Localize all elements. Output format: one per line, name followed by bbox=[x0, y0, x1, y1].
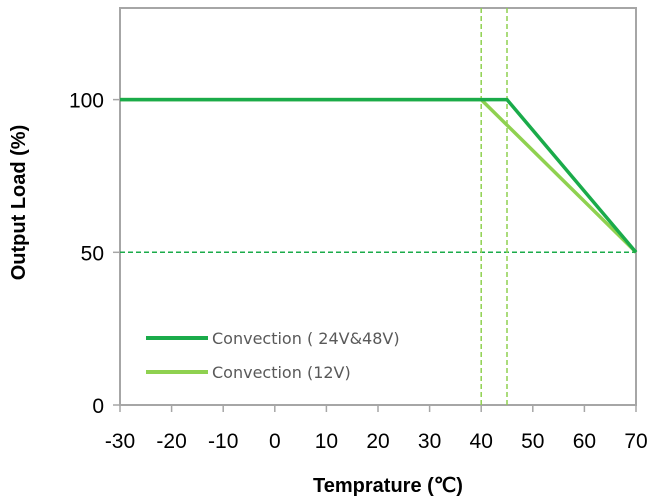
y-tick-label: 0 bbox=[92, 395, 104, 418]
x-axis-title: Temprature (℃) bbox=[313, 475, 463, 497]
legend: Convection ( 24V&48V) Convection (12V) bbox=[146, 329, 400, 382]
x-tick-label: 40 bbox=[470, 430, 493, 453]
x-tick-label: 30 bbox=[418, 430, 441, 453]
series-line-2 bbox=[120, 97, 638, 254]
series-line-1 bbox=[120, 97, 638, 254]
legend-label-2: Convection (12V) bbox=[212, 363, 351, 382]
x-tick-label: 10 bbox=[315, 430, 338, 453]
x-tick-label: -10 bbox=[208, 430, 238, 453]
series-layer bbox=[120, 97, 638, 254]
x-tick-label: 60 bbox=[573, 430, 596, 453]
x-axis-ticks: -30 -20 -10 0 10 20 30 40 50 60 70 bbox=[105, 405, 648, 453]
legend-label-1: Convection ( 24V&48V) bbox=[212, 329, 400, 348]
reference-lines bbox=[120, 8, 636, 405]
y-tick-label: 50 bbox=[81, 242, 104, 265]
x-tick-label: 0 bbox=[269, 430, 281, 453]
x-tick-label: 20 bbox=[366, 430, 389, 453]
x-tick-label: 50 bbox=[521, 430, 544, 453]
y-axis-ticks: 0 50 100 bbox=[69, 90, 120, 418]
x-tick-label: -20 bbox=[156, 430, 186, 453]
y-axis-title: Output Load (%) bbox=[8, 125, 30, 281]
x-tick-label: 70 bbox=[624, 430, 647, 453]
x-tick-label: -30 bbox=[105, 430, 135, 453]
y-tick-label: 100 bbox=[69, 90, 104, 113]
